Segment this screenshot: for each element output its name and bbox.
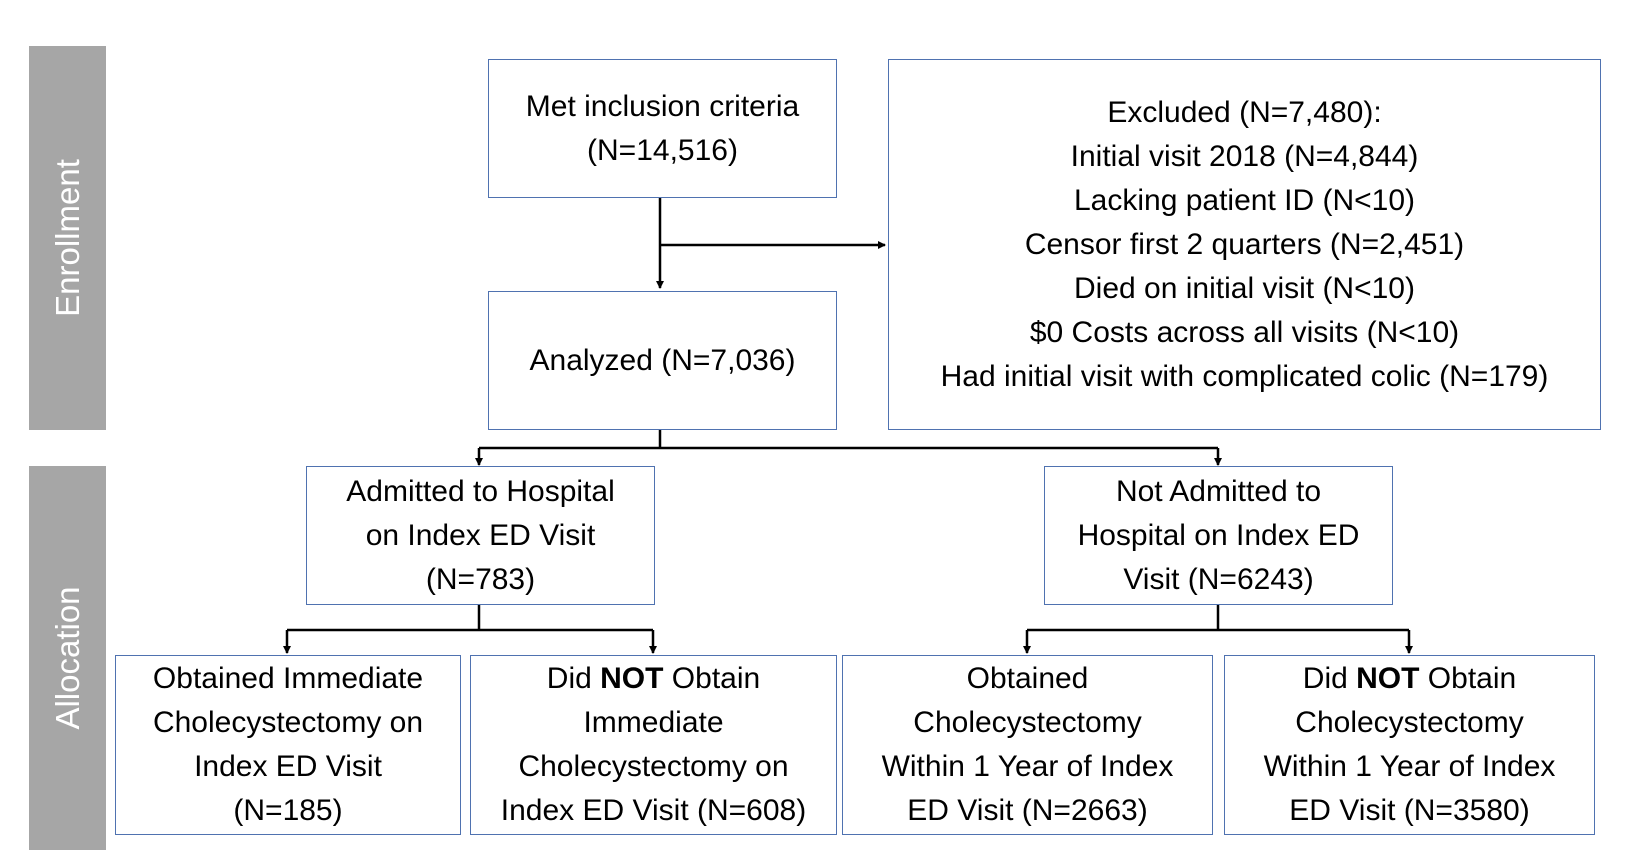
admitted-line: Admitted to Hospital — [346, 474, 615, 508]
excluded-reason: Lacking patient ID (N<10) — [1073, 183, 1415, 217]
heading-prefix: Did — [1302, 662, 1357, 695]
heading-emphasis: NOT — [600, 662, 664, 695]
immediate-chole-line: Index ED Visit — [194, 750, 382, 783]
enrollment-sidebar: Enrollment — [29, 46, 106, 430]
no-immediate-chole-line: Immediate — [583, 706, 724, 739]
immediate-chole-count: (N=185) — [233, 794, 343, 827]
met-inclusion-box: Met inclusion criteria (N=14,516) — [488, 59, 837, 198]
no-immediate-chole-box: Did NOT Obtain Immediate Cholecystectomy… — [470, 655, 837, 835]
immediate-chole-line: Obtained Immediate — [152, 662, 424, 695]
excluded-reason: Initial visit 2018 (N=4,844) — [1070, 139, 1419, 173]
met-inclusion-count: (N=14,516) — [587, 133, 738, 167]
no-immediate-chole-line: Cholecystectomy on — [518, 750, 789, 783]
allocation-sidebar: Allocation — [29, 466, 106, 850]
immediate-chole-line: Cholecystectomy on — [152, 706, 424, 739]
excluded-reason: $0 Costs across all visits (N<10) — [1029, 315, 1460, 349]
no-chole-within-year-box: Did NOT Obtain Cholecystectomy Within 1 … — [1224, 655, 1595, 835]
admitted-line: on Index ED Visit — [365, 518, 596, 552]
chole-within-year-count: ED Visit (N=2663) — [907, 794, 1148, 827]
no-chole-within-year-heading: Did NOT Obtain — [1303, 657, 1516, 701]
met-inclusion-title: Met inclusion criteria — [525, 89, 800, 123]
excluded-reason: Died on initial visit (N<10) — [1074, 271, 1415, 305]
chole-within-year-line: Within 1 Year of Index — [881, 750, 1174, 783]
immediate-chole-box: Obtained Immediate Cholecystectomy on In… — [115, 655, 461, 835]
excluded-reason: Censor first 2 quarters (N=2,451) — [1024, 227, 1465, 261]
heading-emphasis: NOT — [1356, 662, 1420, 695]
excluded-title: Excluded (N=7,480): — [1107, 95, 1382, 129]
heading-suffix: Obtain — [663, 662, 761, 695]
not-admitted-line: Not Admitted to — [1115, 474, 1322, 508]
not-admitted-box: Not Admitted to Hospital on Index ED Vis… — [1044, 466, 1393, 605]
no-immediate-chole-heading: Did NOT Obtain — [547, 657, 760, 701]
analyzed-label: Analyzed (N=7,036) — [529, 343, 796, 377]
admitted-count: (N=783) — [425, 562, 536, 596]
no-chole-within-year-line: Cholecystectomy — [1295, 706, 1524, 739]
excluded-reason: Had initial visit with complicated colic… — [940, 359, 1549, 393]
no-immediate-chole-count: Index ED Visit (N=608) — [500, 794, 807, 827]
chole-within-year-box: Obtained Cholecystectomy Within 1 Year o… — [842, 655, 1213, 835]
analyzed-box: Analyzed (N=7,036) — [488, 291, 837, 430]
no-chole-within-year-count: ED Visit (N=3580) — [1289, 794, 1530, 827]
heading-suffix: Obtain — [1419, 662, 1517, 695]
chole-within-year-line: Cholecystectomy — [913, 706, 1142, 739]
not-admitted-count: Visit (N=6243) — [1123, 562, 1314, 596]
no-chole-within-year-line: Within 1 Year of Index — [1263, 750, 1556, 783]
admitted-box: Admitted to Hospital on Index ED Visit (… — [306, 466, 655, 605]
excluded-box: Excluded (N=7,480): Initial visit 2018 (… — [888, 59, 1601, 430]
not-admitted-line: Hospital on Index ED — [1077, 518, 1360, 552]
chole-within-year-line: Obtained — [966, 662, 1089, 695]
heading-prefix: Did — [546, 662, 601, 695]
